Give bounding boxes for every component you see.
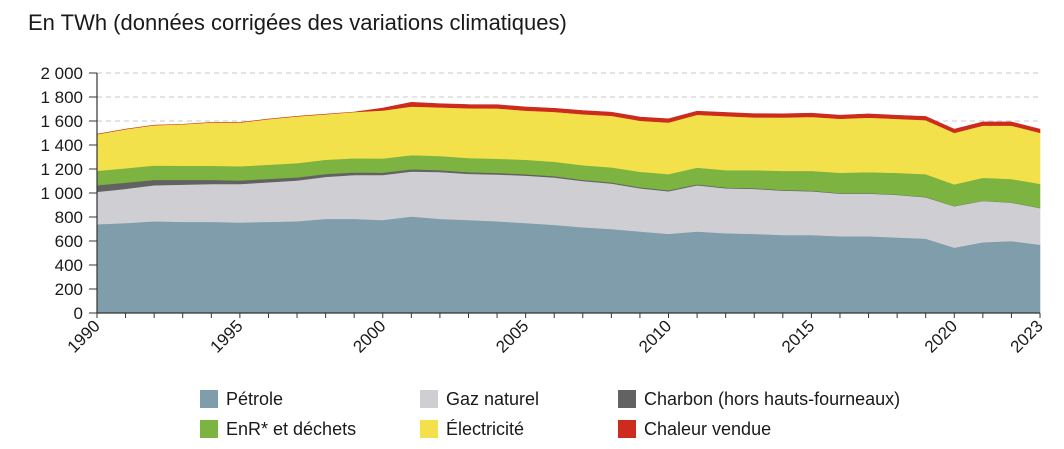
y-tick-label-1800: 1 800 (40, 88, 83, 107)
legend-item-chaleur: Chaleur vendue (618, 419, 771, 440)
x-tick-label-2015: 2015 (778, 316, 818, 356)
y-tick-label-400: 400 (55, 256, 83, 275)
y-tick-label-1000: 1 000 (40, 184, 83, 203)
legend-label-electricite: Électricité (446, 418, 525, 439)
legend-item-gaz-naturel: Gaz naturel (420, 389, 618, 410)
y-tick-label-200: 200 (55, 280, 83, 299)
legend-swatch-chaleur (618, 420, 636, 438)
legend-swatch-charbon (618, 390, 636, 408)
legend-label-gaz-naturel: Gaz naturel (446, 388, 540, 409)
legend-swatch-petrole (200, 390, 218, 408)
x-tick-label-2020: 2020 (921, 316, 961, 356)
y-tick-label-0: 0 (74, 304, 83, 323)
area-layer (96, 101, 1041, 314)
x-tick-label-2010: 2010 (635, 316, 675, 356)
y-tick-label-600: 600 (55, 232, 83, 251)
y-tick-label-2000: 2 000 (40, 64, 83, 83)
legend-label-enr: EnR* et déchets (226, 418, 357, 439)
x-tick-label-1995: 1995 (207, 316, 247, 356)
legend-swatch-enr (200, 420, 218, 438)
y-tick-label-1600: 1 600 (40, 112, 83, 131)
x-tick-label-2005: 2005 (492, 316, 532, 356)
legend-label-charbon: Charbon (hors hauts-fourneaux) (644, 388, 901, 409)
legend-label-chaleur: Chaleur vendue (644, 418, 772, 439)
chart-title: En TWh (données corrigées des variations… (28, 10, 567, 35)
legend-row-1: Pétrole Gaz naturel Charbon (hors hauts-… (200, 384, 1020, 414)
area-series-5 (96, 101, 1041, 135)
y-tick-label-800: 800 (55, 208, 83, 227)
legend-item-electricite: Électricité (420, 419, 618, 440)
x-tick-label-2023: 2023 (1007, 316, 1047, 356)
legend-item-charbon: Charbon (hors hauts-fourneaux) (618, 389, 900, 410)
y-tick-label-1400: 1 400 (40, 136, 83, 155)
legend-item-petrole: Pétrole (200, 389, 420, 410)
axis-layer: 0 200 400 600 800 1 000 1 200 1 400 1 600 1 800 2 … (40, 64, 1046, 357)
x-tick-label-1990: 1990 (64, 316, 104, 356)
legend-label-petrole: Pétrole (226, 388, 284, 409)
legend-item-enr: EnR* et déchets (200, 419, 420, 440)
x-tick-label-2000: 2000 (349, 316, 389, 356)
legend-swatch-electricite (420, 420, 438, 438)
legend: Pétrole Gaz naturel Charbon (hors hauts-… (200, 384, 1020, 444)
legend-swatch-gaz-naturel (420, 390, 438, 408)
y-tick-label-1200: 1 200 (40, 160, 83, 179)
legend-row-2: EnR* et déchets Électricité Chaleur vend… (200, 414, 1020, 444)
